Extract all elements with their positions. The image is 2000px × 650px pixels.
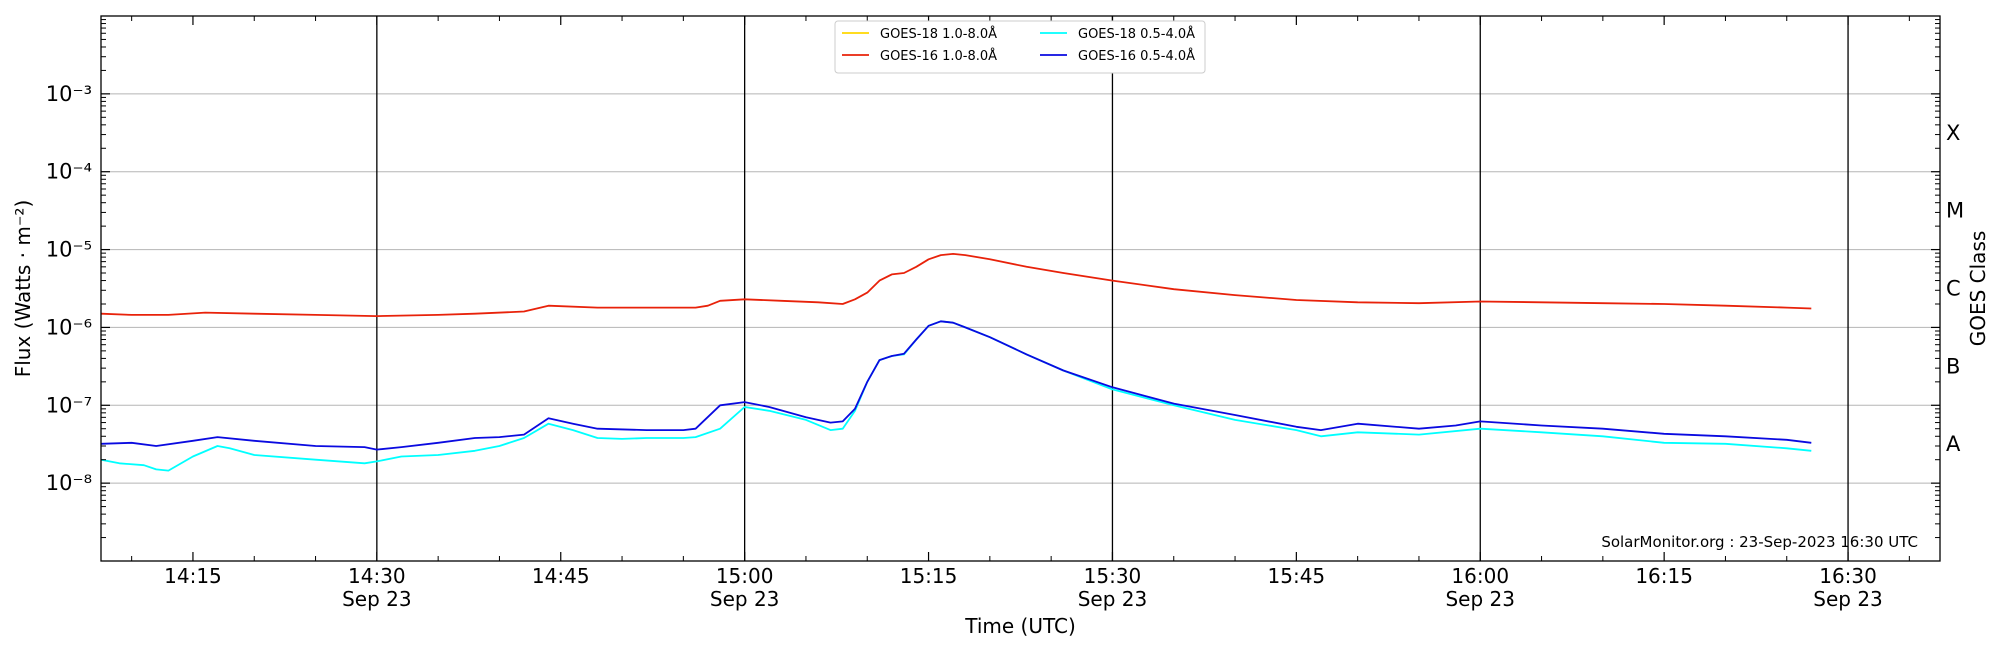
y-tick-label: 10⁻⁸	[46, 471, 92, 495]
x-tick-label: 14:30	[348, 564, 406, 588]
plot-frame	[100, 15, 1941, 562]
goes-class-label: B	[1946, 354, 1960, 378]
x-tick-label: 14:15	[164, 564, 222, 588]
x-tick-label: 15:00	[716, 564, 774, 588]
legend-label-4: GOES-16 0.5-4.0Å	[1078, 48, 1195, 64]
y-tick-labels: 10⁻⁸ 10⁻⁷ 10⁻⁶ 10⁻⁵ 10⁻⁴ 10⁻³	[46, 82, 92, 495]
x-tick-sublabel: Sep 23	[342, 587, 412, 611]
grid-layer	[101, 93, 1940, 484]
goes-class-labels: X M C B A	[1946, 121, 1964, 456]
legend-items: GOES-18 1.0-8.0Å GOES-16 1.0-8.0Å GOES-18 …	[842, 26, 1195, 64]
goes-class-label: M	[1946, 199, 1964, 223]
y-tick-label: 10⁻⁵	[46, 238, 92, 262]
x-tick-label: 16:30	[1819, 564, 1877, 588]
goes-class-axis-title: GOES Class	[1966, 231, 1990, 347]
x-axis-title: Time (UTC)	[964, 614, 1076, 638]
legend-label-1: GOES-18 1.0-8.0Å	[880, 26, 997, 42]
legend-label-2: GOES-16 1.0-8.0Å	[880, 48, 997, 64]
vertical-lines	[376, 16, 1849, 561]
goes-class-label: C	[1946, 277, 1961, 301]
x-tick-label: 16:15	[1635, 564, 1693, 588]
y-tick-label: 10⁻⁷	[46, 393, 92, 417]
legend: GOES-18 1.0-8.0Å GOES-16 1.0-8.0Å GOES-18 …	[834, 20, 1206, 74]
series-line-2	[100, 252, 1812, 318]
x-tick-sublabel: Sep 23	[710, 587, 780, 611]
x-tick-sublabel: Sep 23	[1078, 587, 1148, 611]
legend-box	[834, 20, 1206, 74]
x-tick-label: 15:30	[1084, 564, 1142, 588]
x-tick-label: 15:15	[900, 564, 958, 588]
x-tick-label: 16:00	[1451, 564, 1509, 588]
goes-class-label: A	[1946, 432, 1961, 456]
y-tick-label: 10⁻⁴	[46, 160, 92, 184]
credit-text: SolarMonitor.org : 23-Sep-2023 16:30 UTC	[1601, 533, 1918, 551]
x-tick-label: 15:45	[1268, 564, 1326, 588]
y-axis-title: Flux (Watts · m⁻²)	[11, 200, 35, 378]
legend-label-3: GOES-18 0.5-4.0Å	[1078, 26, 1195, 42]
x-tick-sublabel: Sep 23	[1813, 587, 1883, 611]
goes-class-label: X	[1946, 121, 1960, 145]
series-layer	[100, 252, 1812, 472]
series-line-4	[100, 320, 1812, 451]
tick-layer	[101, 16, 1940, 561]
x-tick-label: 14:45	[532, 564, 590, 588]
y-tick-label: 10⁻³	[46, 82, 92, 106]
y-tick-label: 10⁻⁶	[46, 315, 92, 339]
x-tick-sublabel: Sep 23	[1445, 587, 1515, 611]
series-line-3	[100, 320, 1812, 472]
